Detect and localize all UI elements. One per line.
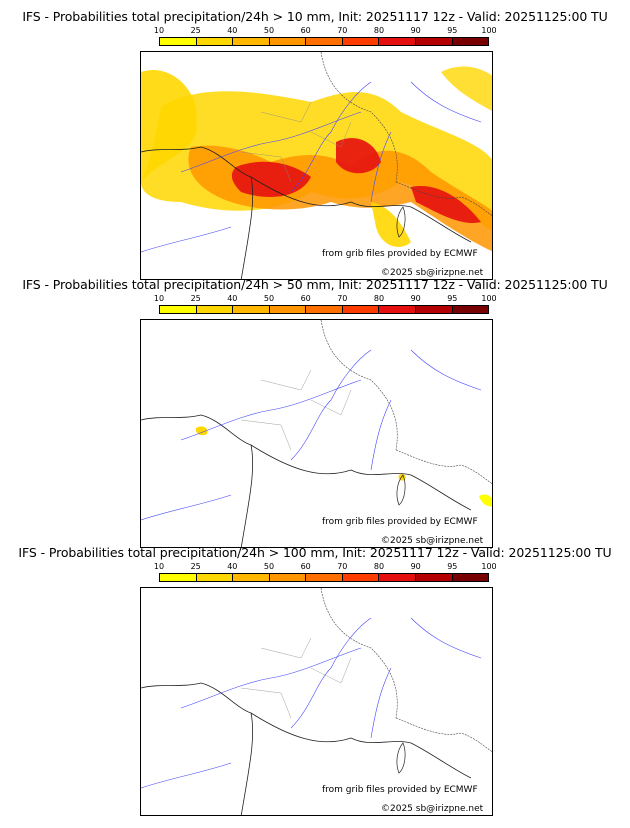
scale-tick: 80 xyxy=(373,26,385,35)
probability-map xyxy=(141,320,492,547)
color-scale-segment xyxy=(196,306,234,313)
panel-title: IFS - Probabilities total precipitation/… xyxy=(22,277,608,292)
probability-map xyxy=(141,588,492,815)
copyright-credit: ©2025 sb@irizpne.net xyxy=(381,268,484,278)
scale-tick: 80 xyxy=(373,562,385,571)
scale-tick: 10 xyxy=(153,26,165,35)
color-scale-segment xyxy=(233,574,270,581)
color-scale-segment xyxy=(415,306,453,313)
color-scale-segment xyxy=(379,38,416,45)
panel-50mm: IFS - Probabilities total precipitation/… xyxy=(0,277,630,548)
scale-tick: 95 xyxy=(447,26,458,35)
color-scale-segment xyxy=(233,306,270,313)
color-scale-segment xyxy=(342,306,380,313)
scale-tick: 40 xyxy=(227,26,238,35)
scale-tick: 10 xyxy=(153,294,165,303)
data-source-credit: from grib files provided by ECMWF xyxy=(322,785,478,795)
color-scale-segment xyxy=(342,574,380,581)
scale-tick: 40 xyxy=(227,294,238,303)
color-scale-bar xyxy=(159,37,489,46)
color-scale-segment xyxy=(269,38,307,45)
color-scale-segment xyxy=(452,574,489,581)
scale-tick: 90 xyxy=(410,26,421,35)
scale-tick: 95 xyxy=(447,562,458,571)
color-scale-bar xyxy=(159,573,489,582)
scale-tick: 50 xyxy=(263,294,275,303)
scale-tick: 100 xyxy=(481,294,497,303)
scale-tick: 60 xyxy=(300,26,311,35)
scale-tick: 25 xyxy=(190,562,201,571)
scale-tick: 60 xyxy=(300,562,311,571)
scale-tick: 70 xyxy=(337,562,348,571)
color-scale-segment xyxy=(306,306,343,313)
color-scale-segment xyxy=(269,574,307,581)
color-scale-segment xyxy=(196,38,234,45)
color-scale-segment xyxy=(452,38,489,45)
color-scale-segment xyxy=(196,574,234,581)
scale-tick: 90 xyxy=(410,562,421,571)
scale-tick: 25 xyxy=(190,294,201,303)
color-scale-segment xyxy=(415,574,453,581)
copyright-credit: ©2025 sb@irizpne.net xyxy=(381,804,484,814)
color-scale-segment xyxy=(415,38,453,45)
color-scale-labels: 10 25 40 50 60 70 80 90 95 100 xyxy=(154,26,497,36)
panel-title: IFS - Probabilities total precipitation/… xyxy=(22,9,608,24)
map-area[interactable]: from grib files provided by ECMWF ©2025 … xyxy=(140,587,493,816)
color-scale-segment xyxy=(160,306,197,313)
scale-tick: 10 xyxy=(153,562,165,571)
panel-100mm: IFS - Probabilities total precipitation/… xyxy=(0,545,630,816)
color-scale-segment xyxy=(379,574,416,581)
map-area[interactable]: from grib files provided by ECMWF ©2025 … xyxy=(140,51,493,280)
color-scale-segment xyxy=(269,306,307,313)
scale-tick: 40 xyxy=(227,562,238,571)
color-scale-segment xyxy=(233,38,270,45)
scale-tick: 100 xyxy=(481,26,497,35)
scale-tick: 60 xyxy=(300,294,311,303)
color-scale-labels: 10 25 40 50 60 70 80 90 95 100 xyxy=(154,294,497,304)
color-scale-segment xyxy=(379,306,416,313)
scale-tick: 100 xyxy=(481,562,497,571)
color-scale-segment xyxy=(160,574,197,581)
scale-tick: 80 xyxy=(373,294,385,303)
scale-tick: 95 xyxy=(447,294,458,303)
data-source-credit: from grib files provided by ECMWF xyxy=(322,249,478,259)
scale-tick: 70 xyxy=(337,26,348,35)
color-scale-segment xyxy=(306,574,343,581)
copyright-credit: ©2025 sb@irizpne.net xyxy=(381,536,484,546)
color-scale-segment xyxy=(160,38,197,45)
data-source-credit: from grib files provided by ECMWF xyxy=(322,517,478,527)
map-area[interactable]: from grib files provided by ECMWF ©2025 … xyxy=(140,319,493,548)
scale-tick: 25 xyxy=(190,26,201,35)
color-scale-segment xyxy=(342,38,380,45)
probability-map xyxy=(141,52,492,279)
scale-tick: 90 xyxy=(410,294,421,303)
scale-tick: 50 xyxy=(263,562,275,571)
panel-title: IFS - Probabilities total precipitation/… xyxy=(18,545,612,560)
scale-tick: 50 xyxy=(263,26,275,35)
scale-tick: 70 xyxy=(337,294,348,303)
color-scale-bar xyxy=(159,305,489,314)
color-scale-segment xyxy=(452,306,489,313)
panel-10mm: IFS - Probabilities total precipitation/… xyxy=(0,9,630,280)
color-scale-labels: 10 25 40 50 60 70 80 90 95 100 xyxy=(154,562,497,572)
color-scale-segment xyxy=(306,38,343,45)
